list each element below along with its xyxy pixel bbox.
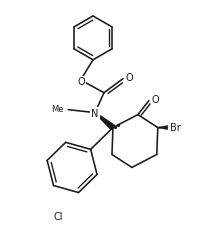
Polygon shape <box>158 126 168 130</box>
Text: Br: Br <box>170 123 181 133</box>
Text: O: O <box>126 73 133 83</box>
Polygon shape <box>94 112 115 130</box>
Text: N: N <box>91 109 99 119</box>
Text: O: O <box>152 95 159 105</box>
Text: Cl: Cl <box>53 212 63 222</box>
Text: Me: Me <box>52 105 64 114</box>
Text: O: O <box>77 77 85 87</box>
